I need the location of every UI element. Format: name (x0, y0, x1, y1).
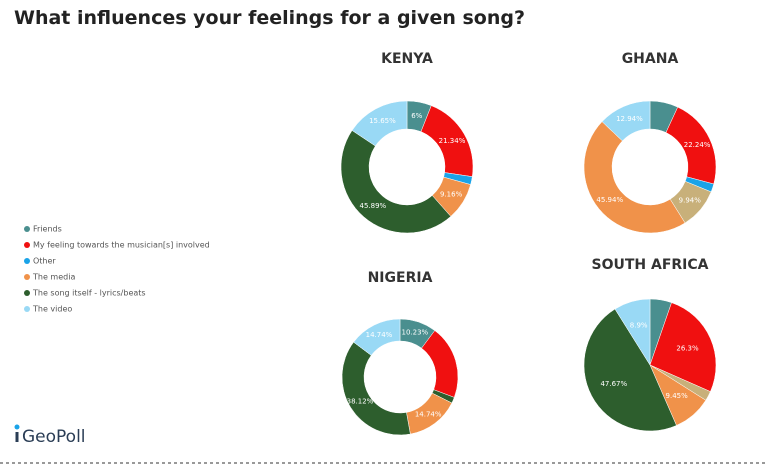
slice (583, 121, 686, 234)
slice (583, 308, 677, 432)
value-label: 9.94% (679, 196, 702, 204)
slice (614, 298, 651, 366)
value-label: 47.67% (600, 380, 627, 388)
slice (341, 341, 411, 436)
value-label: 22.24% (684, 141, 711, 149)
legend-label: Friends (33, 225, 62, 234)
slice (601, 100, 651, 142)
logo-bar (15, 432, 19, 442)
logo-dot (14, 424, 20, 430)
legend-swatch (24, 274, 30, 280)
value-label: 21.34% (439, 137, 466, 145)
chart-title: GHANA (622, 51, 679, 67)
value-label: 14.74% (415, 411, 442, 419)
legend-swatch (24, 226, 30, 232)
logo: GeoPoll (22, 427, 86, 447)
legend-swatch (24, 258, 30, 264)
slice (421, 330, 459, 398)
legend-label: The media (32, 273, 75, 282)
chart-title: SOUTH AFRICA (592, 257, 709, 273)
value-label: 9.45% (666, 392, 689, 400)
value-label: 10.23% (401, 328, 428, 336)
value-label: 45.94% (596, 196, 623, 204)
legend-label: Other (33, 257, 56, 266)
value-label: 8.9% (630, 322, 648, 330)
legend-swatch (24, 290, 30, 296)
slice (353, 318, 401, 356)
slice (340, 130, 452, 234)
legend-label: The song itself - lyrics/beats (32, 289, 146, 298)
chart-title: NIGERIA (368, 270, 433, 286)
legend-swatch (24, 242, 30, 248)
page-title: What influences your feelings for a give… (14, 7, 525, 29)
slice (351, 100, 408, 147)
value-label: 12.94% (616, 115, 643, 123)
legend-swatch (24, 306, 30, 312)
value-label: 45.89% (359, 202, 386, 210)
value-label: 6% (411, 112, 422, 120)
slice (649, 302, 717, 392)
value-label: 38.12% (347, 398, 374, 406)
chart-title: KENYA (381, 51, 433, 67)
value-label: 9.16% (440, 191, 463, 199)
value-label: 15.65% (369, 117, 396, 125)
legend-label: My feeling towards the musician[s] invol… (33, 241, 210, 250)
value-label: 14.74% (366, 331, 393, 339)
legend-label: The video (32, 305, 72, 314)
value-label: 26.3% (676, 345, 699, 353)
